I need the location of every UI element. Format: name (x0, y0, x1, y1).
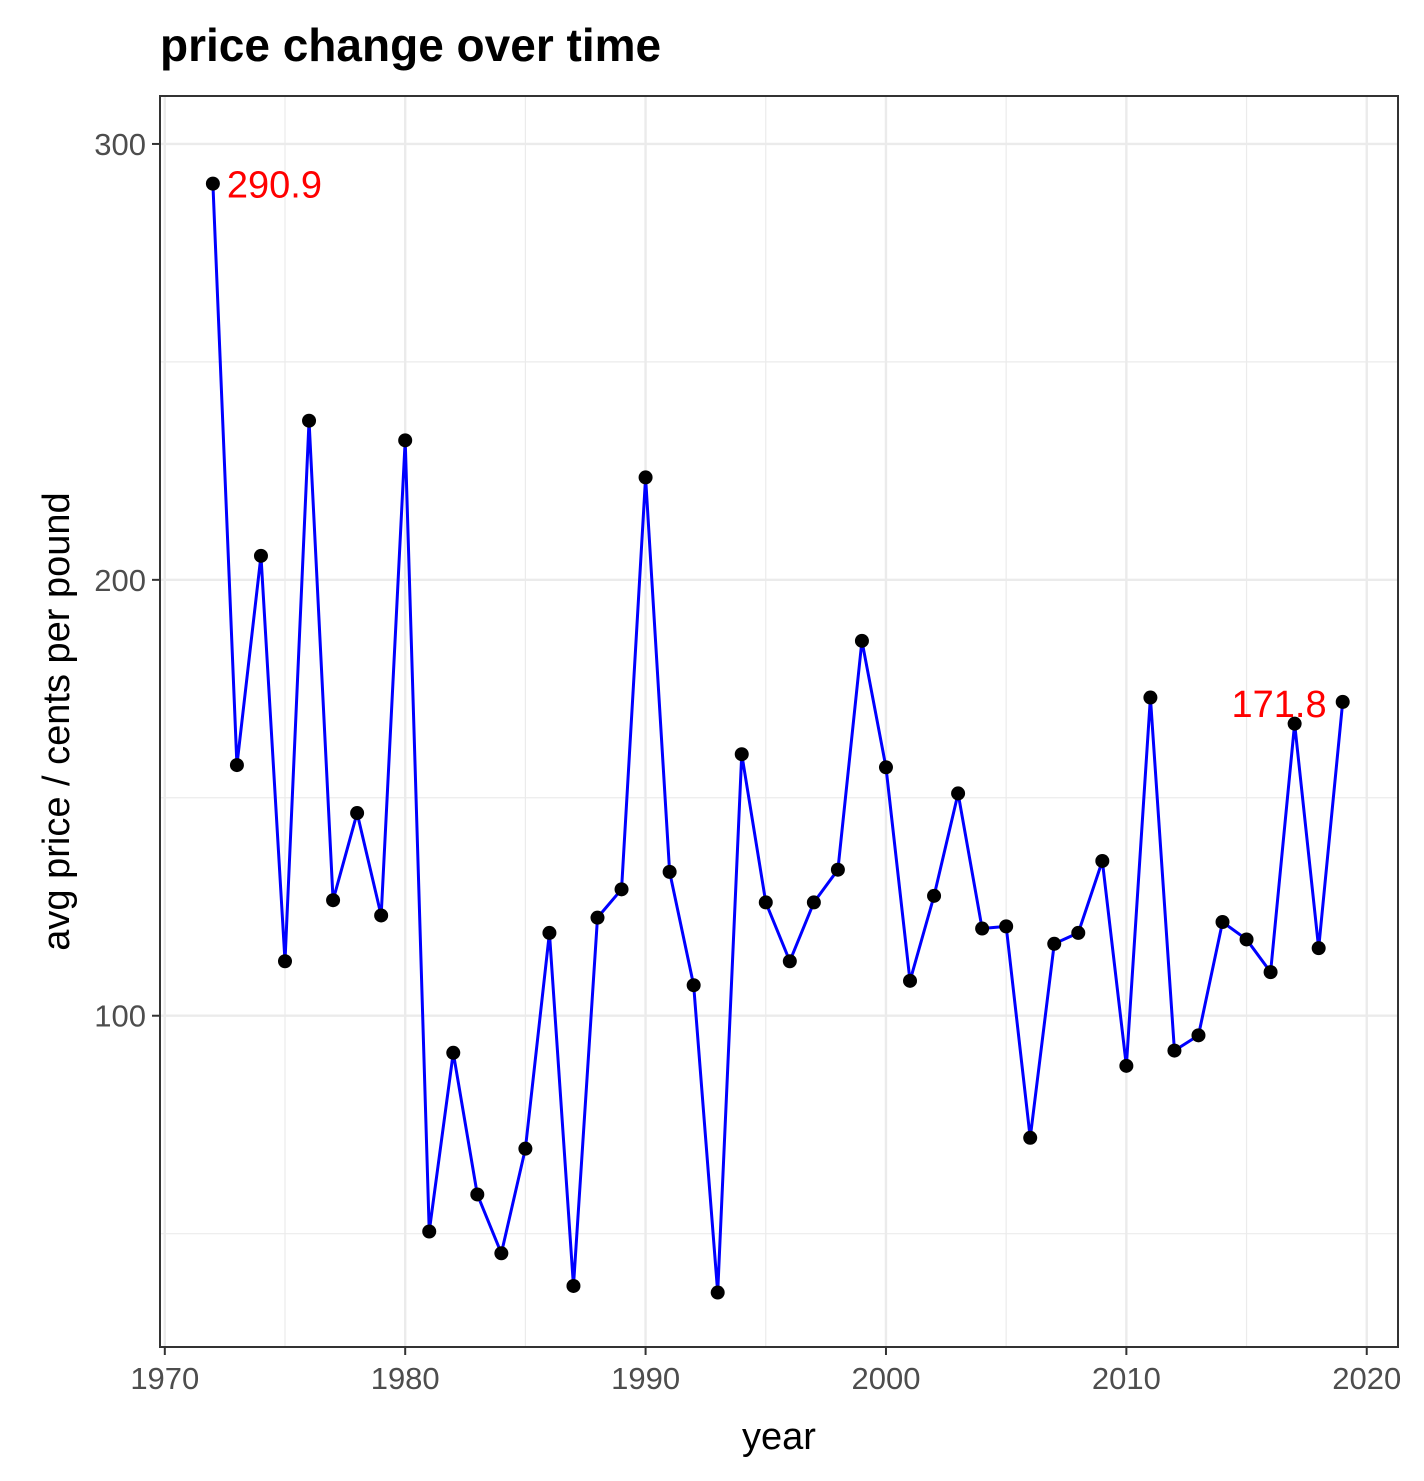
data-point (734, 747, 749, 762)
data-point (374, 908, 389, 923)
data-point (326, 893, 341, 908)
data-point (229, 758, 244, 773)
data-point (566, 1278, 581, 1293)
data-point (1191, 1028, 1206, 1043)
data-point (1335, 694, 1350, 709)
data-point (446, 1045, 461, 1060)
data-point (806, 895, 821, 910)
data-point (542, 925, 557, 940)
data-point (830, 862, 845, 877)
data-point (854, 633, 869, 648)
data-point (1239, 932, 1254, 947)
data-point (494, 1246, 509, 1261)
y-tick-label: 100 (94, 999, 146, 1034)
x-tick-label: 1980 (371, 1361, 440, 1396)
data-point (951, 786, 966, 801)
data-point (662, 864, 677, 879)
data-point (1143, 690, 1158, 705)
data-point (1023, 1130, 1038, 1145)
series-points-group (205, 176, 1350, 1300)
panel-border (159, 95, 1399, 1348)
data-point (302, 413, 317, 428)
data-point (1215, 915, 1230, 930)
data-point (398, 433, 413, 448)
x-tick-label: 2000 (851, 1361, 920, 1396)
series-line-group (211, 183, 1345, 1295)
value-annotation: 290.9 (227, 165, 322, 207)
y-axis-title: avg price / cents per pound (36, 492, 78, 950)
data-point (518, 1141, 533, 1156)
y-axis: 100 200 300 (94, 127, 160, 1034)
data-point (758, 895, 773, 910)
data-point (1311, 941, 1326, 956)
y-tick-label: 300 (94, 127, 146, 162)
data-point (614, 882, 629, 897)
data-point (470, 1187, 485, 1202)
x-tick-label: 1970 (130, 1361, 199, 1396)
data-point (878, 760, 893, 775)
data-point (1287, 716, 1302, 731)
minor-gridlines (160, 96, 1398, 1347)
data-point (927, 888, 942, 903)
data-point (590, 910, 605, 925)
value-annotation: 171.8 (1232, 684, 1327, 726)
data-point (686, 978, 701, 993)
x-tick-label: 2020 (1332, 1361, 1401, 1396)
data-point (903, 973, 918, 988)
data-point (1071, 925, 1086, 940)
data-point (1167, 1043, 1182, 1058)
data-point (999, 919, 1014, 934)
data-point (205, 176, 220, 191)
data-point (1095, 853, 1110, 868)
data-point (975, 921, 990, 936)
major-gridlines (160, 96, 1398, 1347)
data-point (710, 1285, 725, 1300)
x-axis: 1970 1980 1990 2000 2010 2020 (130, 1347, 1401, 1396)
data-point (253, 548, 268, 563)
chart-title: price change over time (160, 19, 662, 71)
data-point (1047, 936, 1062, 951)
data-point (638, 470, 653, 485)
data-point (350, 806, 365, 821)
data-point (422, 1224, 437, 1239)
data-point (1119, 1058, 1134, 1073)
data-point (278, 954, 293, 969)
x-tick-label: 1990 (611, 1361, 680, 1396)
y-tick-label: 200 (94, 563, 146, 598)
data-point (782, 954, 797, 969)
series-line (211, 183, 1345, 1295)
data-point (1263, 965, 1278, 980)
x-tick-label: 2010 (1092, 1361, 1161, 1396)
x-axis-title: year (742, 1416, 816, 1458)
annotations-group: 290.9 171.8 (227, 165, 1327, 726)
